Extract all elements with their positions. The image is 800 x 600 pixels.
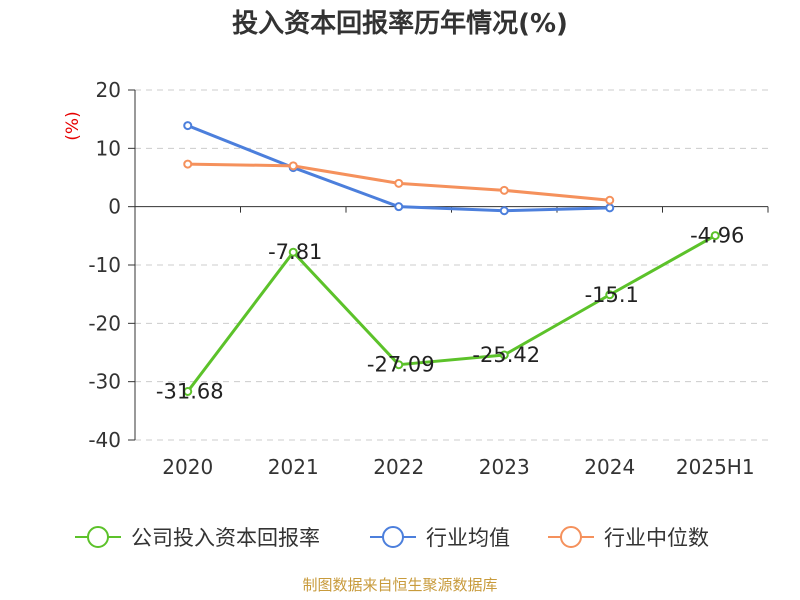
series-lines xyxy=(183,121,720,396)
data-point xyxy=(394,202,404,212)
data-label: -25.42 xyxy=(472,343,540,367)
data-point xyxy=(183,121,193,131)
data-point xyxy=(710,231,720,241)
y-tick-label: -10 xyxy=(88,253,121,277)
legend-label: 行业均值 xyxy=(426,526,510,550)
data-point xyxy=(605,195,615,205)
x-tick-label: 2021 xyxy=(268,455,319,479)
data-point xyxy=(183,159,193,169)
legend-item-2[interactable]: 行业中位数 xyxy=(548,526,709,550)
legend-marker xyxy=(87,526,109,548)
data-point xyxy=(288,161,298,171)
legend-marker xyxy=(560,526,582,548)
y-tick-label: 0 xyxy=(108,195,121,219)
data-point xyxy=(183,386,193,396)
axes: 20 10 0 -10 -20 -30 -40 2020 2021 2022 2023 2024 202… xyxy=(88,78,769,479)
series-line-1 xyxy=(187,124,610,213)
y-tick-label: 20 xyxy=(96,78,121,102)
data-point xyxy=(394,360,404,370)
y-tick-label: -40 xyxy=(88,428,121,452)
chart-title: 投入资本回报率历年情况(%) xyxy=(232,8,568,39)
data-point xyxy=(288,247,298,257)
legend-marker xyxy=(382,526,404,548)
legend-item-1[interactable]: 行业均值 xyxy=(370,526,510,550)
data-label: -4.96 xyxy=(690,224,744,248)
series-line-0 xyxy=(186,234,716,393)
data-point xyxy=(605,203,615,213)
source-note: 制图数据来自恒生聚源数据库 xyxy=(302,576,497,594)
x-tick-label: 2025H1 xyxy=(676,455,755,479)
x-tick-label: 2023 xyxy=(479,455,530,479)
data-labels: -31.68 -7.81 -27.09 -25.42 -15.1 -4.96 xyxy=(156,224,745,404)
x-tick-label: 2020 xyxy=(162,455,213,479)
data-label: -15.1 xyxy=(585,283,639,307)
x-tick-label: 2022 xyxy=(373,455,424,479)
y-tick-label: -30 xyxy=(88,370,121,394)
data-label: -7.81 xyxy=(268,240,322,264)
data-label: -31.68 xyxy=(156,379,224,403)
y-axis-unit: (%) xyxy=(63,111,83,140)
legend-label: 公司投入资本回报率 xyxy=(131,526,320,550)
legend-label: 行业中位数 xyxy=(604,526,709,550)
y-tick-label: 10 xyxy=(96,136,121,160)
data-point xyxy=(394,178,404,188)
x-tick-label: 2024 xyxy=(584,455,635,479)
data-point xyxy=(499,185,509,195)
data-label: -27.09 xyxy=(367,353,435,377)
data-point xyxy=(499,206,509,216)
legend[interactable]: 公司投入资本回报率 行业均值 行业中位数 xyxy=(75,526,709,550)
y-tick-label: -20 xyxy=(88,311,121,335)
data-point xyxy=(499,350,509,360)
data-point xyxy=(605,290,615,300)
legend-item-0[interactable]: 公司投入资本回报率 xyxy=(75,526,320,550)
